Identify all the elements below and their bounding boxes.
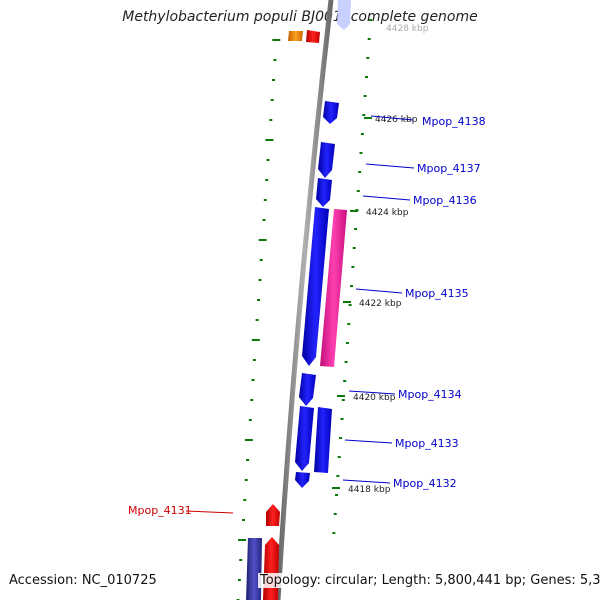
gene-red-bottom	[263, 537, 279, 600]
gene-label-mpop-4137: Mpop_4137	[417, 162, 481, 175]
gene-mpop-4135	[302, 207, 329, 366]
gene-mpop-4137	[318, 142, 335, 178]
kbp-label-4422: 4422 kbp	[359, 299, 402, 309]
gene-red-top	[306, 30, 320, 43]
gene-label-mpop-4132: Mpop_4132	[393, 477, 457, 490]
inner-tick-marks	[332, 19, 373, 534]
gene-mpop-4133-a	[295, 406, 314, 471]
kbp-scale: 4428 kbp 4426 kbp 4424 kbp 4422 kbp 4420…	[332, 24, 429, 495]
gene-top-faded	[337, 0, 351, 30]
gene-label-mpop-4134: Mpop_4134	[398, 388, 462, 401]
gene-mpop-4136	[316, 178, 332, 207]
outer-tick-marks	[236, 39, 281, 600]
gene-mpop-4134	[299, 373, 316, 406]
gene-label-mpop-4136: Mpop_4136	[413, 194, 477, 207]
genome-stats-text: Topology: circular; Length: 5,800,441 bp…	[258, 573, 600, 588]
accession-text: Accession: NC_010725	[9, 573, 157, 588]
map-title: Methylobacterium populi BJ001, complete …	[122, 9, 478, 25]
kbp-label-4418: 4418 kbp	[348, 485, 391, 495]
forward-strand-genes	[295, 0, 351, 488]
gene-label-mpop-4133: Mpop_4133	[395, 437, 459, 450]
genome-backbone	[275, 0, 334, 600]
gene-mpop-4131	[266, 504, 280, 526]
gene-label-mpop-4135: Mpop_4135	[405, 287, 469, 300]
gene-labels: Mpop_4138 Mpop_4137 Mpop_4136 Mpop_4135 …	[128, 115, 486, 517]
gene-mpop-4133-b	[314, 407, 332, 473]
kbp-label-4426: 4426 kbp	[375, 115, 418, 125]
gene-mpop-4138	[323, 101, 339, 124]
gene-label-mpop-4131: Mpop_4131	[128, 504, 192, 517]
kbp-label-4424: 4424 kbp	[366, 208, 409, 218]
kbp-label-4428: 4428 kbp	[386, 24, 429, 34]
gene-mpop-4135-rna	[320, 209, 347, 367]
gene-orange	[288, 31, 303, 41]
gene-label-mpop-4138: Mpop_4138	[422, 115, 486, 128]
kbp-label-4420: 4420 kbp	[353, 393, 396, 403]
gene-mpop-4132	[295, 472, 310, 488]
gene-dark-blue-bottom	[246, 538, 262, 600]
